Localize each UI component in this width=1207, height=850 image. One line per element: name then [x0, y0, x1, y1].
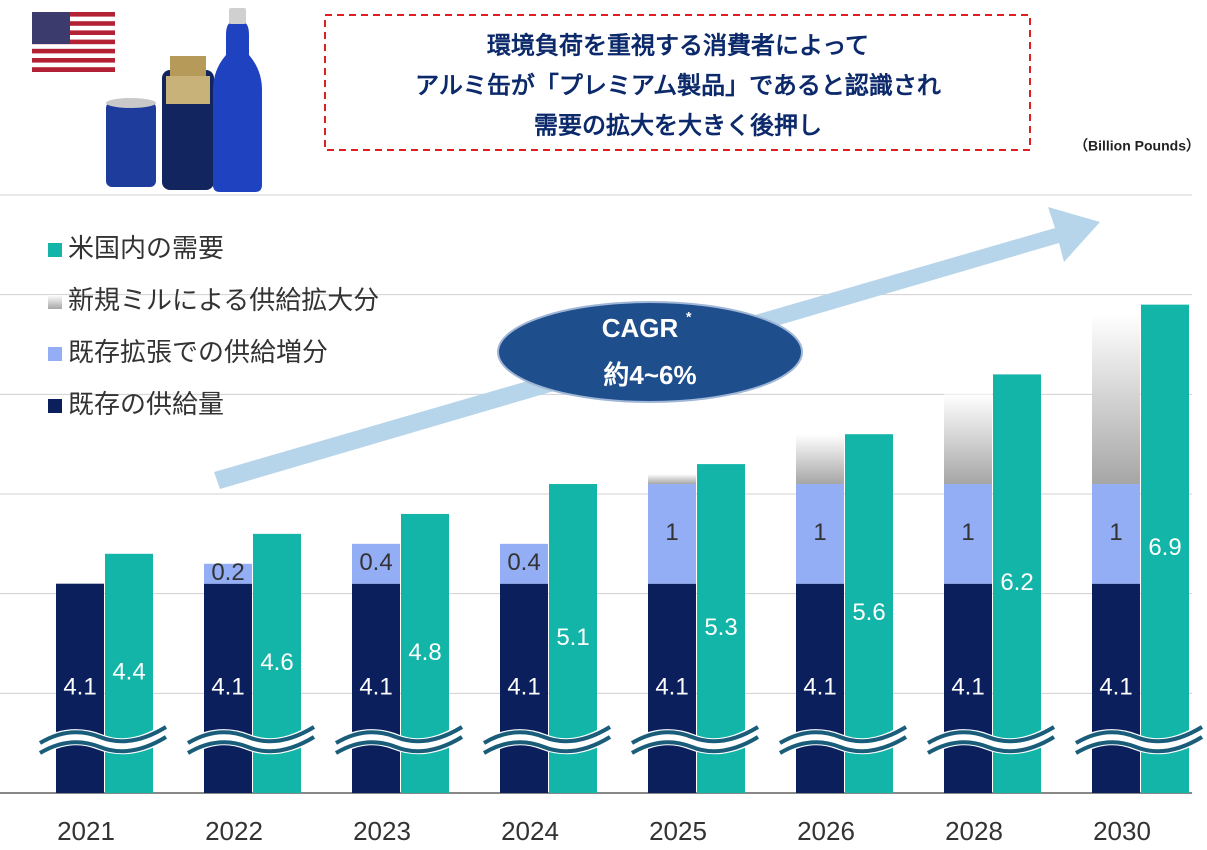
value-label: 4.1 [507, 674, 540, 701]
legend-swatch [48, 243, 62, 257]
value-label: 5.3 [704, 614, 737, 641]
bar-segment [1092, 315, 1140, 484]
value-label: 1 [665, 519, 678, 546]
value-label: 4.1 [211, 674, 244, 701]
value-label: 6.9 [1148, 534, 1181, 561]
value-label: 4.1 [655, 674, 688, 701]
value-label: 4.1 [63, 674, 96, 701]
legend-swatch [48, 399, 62, 413]
value-label: 4.6 [260, 649, 293, 676]
value-label: 4.1 [803, 674, 836, 701]
value-label: 4.8 [408, 639, 441, 666]
bar-segment [648, 474, 696, 484]
bar-segment [796, 434, 844, 484]
value-label: 0.4 [507, 549, 540, 576]
value-label: 5.1 [556, 624, 589, 651]
unit-label: （Billion Pounds） [1074, 138, 1200, 154]
value-label: 0.4 [359, 549, 392, 576]
x-tick-label: 2022 [205, 816, 263, 845]
x-tick-label: 2021 [57, 816, 115, 845]
title-line: 環境負荷を重視する消費者によって [487, 31, 869, 59]
legend-label: 既存拡張での供給増分 [68, 337, 328, 367]
us-flag [32, 12, 115, 72]
cagr-mark: * [686, 309, 692, 325]
chart: 環境負荷を重視する消費者によって アルミ缶が「プレミアム製品」であると認識され … [0, 0, 1207, 845]
cagr-label: CAGR [602, 313, 679, 343]
title-line: アルミ缶が「プレミアム製品」であると認識され [415, 71, 941, 99]
x-tick-label: 2026 [797, 816, 855, 845]
legend-label: 米国内の需要 [68, 233, 224, 263]
legend-label: 既存の供給量 [68, 389, 224, 419]
value-label: 1 [961, 519, 974, 546]
value-label: 1 [813, 519, 826, 546]
x-tick-label: 2023 [353, 816, 411, 845]
value-label: 4.4 [112, 659, 145, 686]
legend-swatch [48, 347, 62, 361]
value-label: 4.1 [359, 674, 392, 701]
x-tick-label: 2025 [649, 816, 707, 845]
x-tick-label: 2028 [945, 816, 1003, 845]
title-line: 需要の拡大を大きく後押し [534, 111, 822, 139]
legend-label: 新規ミルによる供給拡大分 [68, 285, 379, 315]
bar-segment [944, 394, 992, 484]
value-label: 5.6 [852, 599, 885, 626]
value-label: 1 [1109, 519, 1122, 546]
value-label: 6.2 [1000, 569, 1033, 596]
x-tick-label: 2030 [1093, 816, 1151, 845]
cagr-value: 約4~6% [603, 360, 696, 390]
x-tick-label: 2024 [501, 816, 559, 845]
cans [106, 8, 262, 192]
value-label: 4.1 [1099, 674, 1132, 701]
page: 環境負荷を重視する消費者によって アルミ缶が「プレミアム製品」であると認識され … [0, 0, 1207, 850]
value-label: 0.2 [211, 559, 244, 586]
value-label: 4.1 [951, 674, 984, 701]
legend-swatch [48, 295, 62, 309]
